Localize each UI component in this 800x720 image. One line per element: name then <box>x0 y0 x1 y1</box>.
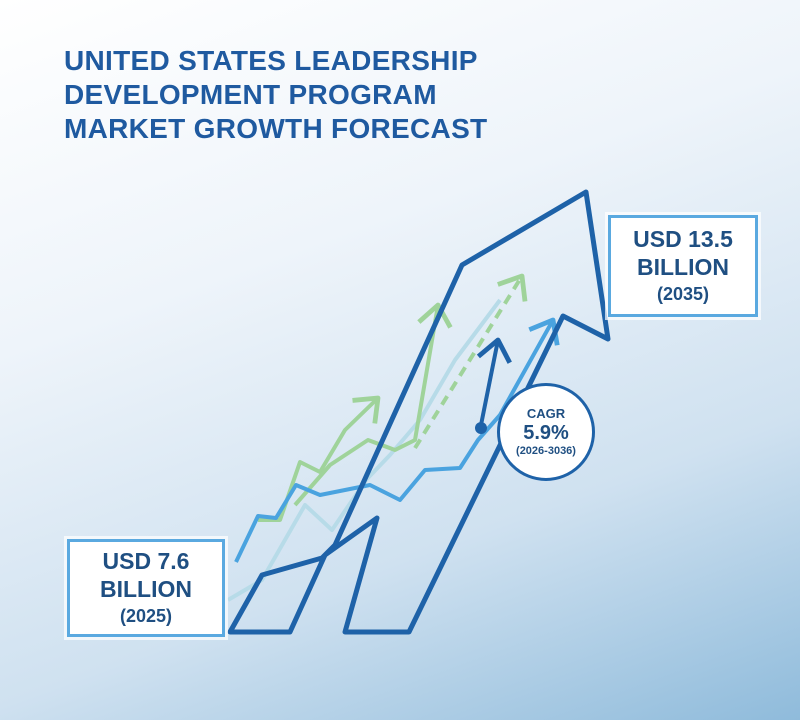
cagr-value: 5.9% <box>523 422 569 444</box>
end-value: USD 13.5 <box>633 226 733 252</box>
dark-arrow-line <box>476 337 512 431</box>
trend-line-blue <box>234 317 560 563</box>
title-line-2: DEVELOPMENT PROGRAM <box>64 79 437 110</box>
title-line-3: MARKET GROWTH FORECAST <box>64 113 488 144</box>
trend-line-light <box>226 298 502 602</box>
cagr-label: CAGR <box>526 406 566 421</box>
start-value: USD 7.6 <box>102 548 190 574</box>
trend-line-green <box>258 395 381 522</box>
end-unit: BILLION <box>637 254 729 280</box>
cagr-dot <box>475 422 487 434</box>
cagr-period: (2026-3036) <box>516 445 576 457</box>
up-right-arrow-icon <box>227 189 611 635</box>
end-year: (2035) <box>656 284 710 304</box>
chart-title: UNITED STATES LEADERSHIP DEVELOPMENT PRO… <box>64 44 544 146</box>
cagr-badge: CAGR 5.9% (2026-3036) <box>497 383 595 481</box>
title-line-1: UNITED STATES LEADERSHIP <box>64 45 478 76</box>
end-value-callout: USD 13.5 BILLION (2035) <box>608 215 758 317</box>
start-unit: BILLION <box>100 576 192 602</box>
start-value-callout: USD 7.6 BILLION (2025) <box>67 539 225 637</box>
start-year: (2025) <box>119 606 173 626</box>
